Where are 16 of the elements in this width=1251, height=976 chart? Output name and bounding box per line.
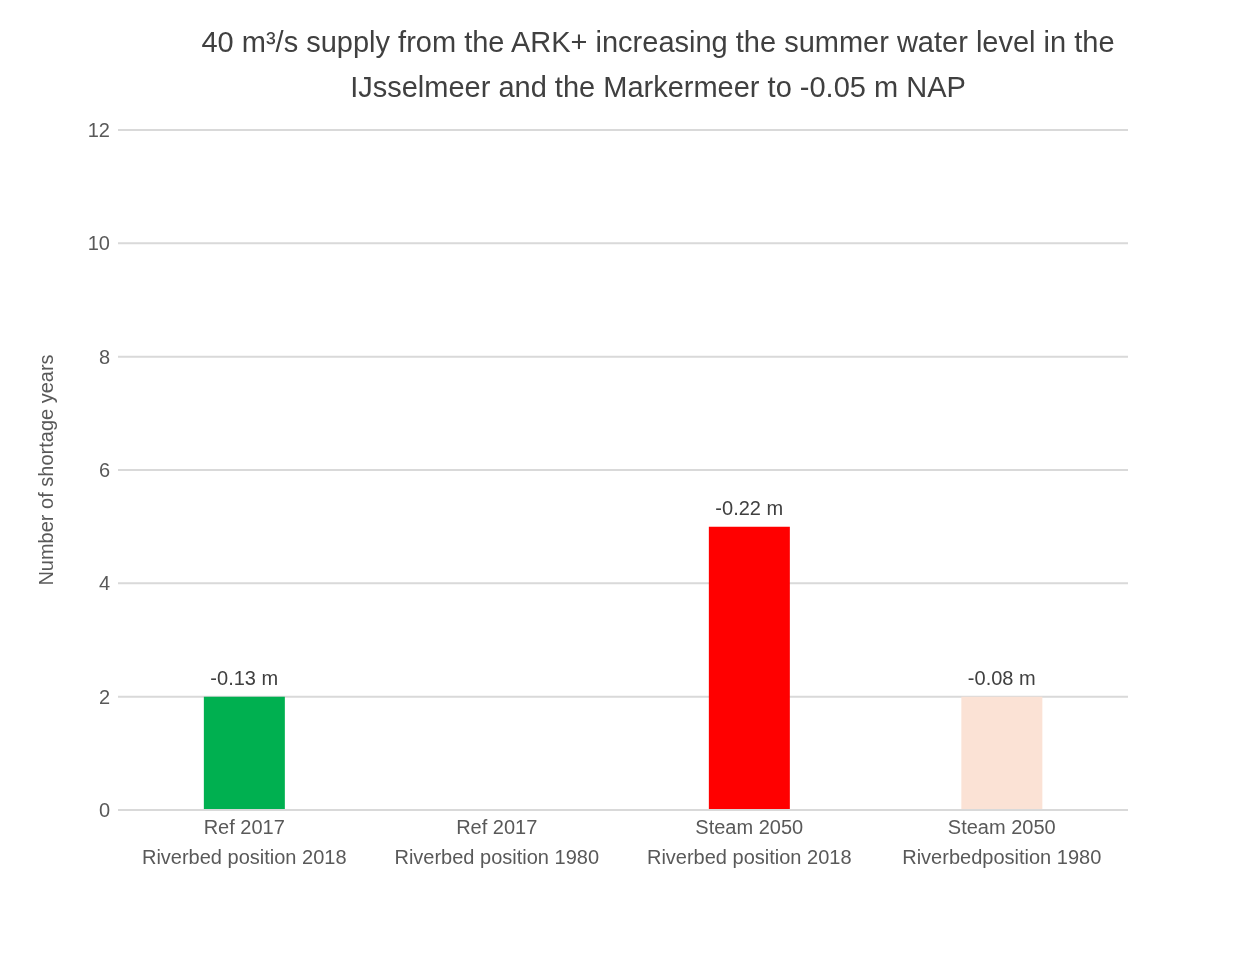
annotation: -0.08 m: [967, 666, 1036, 689]
y-tick-label: 6: [98, 459, 110, 482]
y-tick-label: 0: [98, 799, 110, 822]
y-tick-label: 10: [87, 232, 110, 255]
annotation: -0.22 m: [715, 496, 784, 519]
x-tick-label: Steam 2050 Riverbedposition 1980: [902, 816, 1102, 868]
chart-title: 40 m³/s supply from the ARK+ increasing the summer water level in the IJsselmeer and the Markermeer to -0.05 m NAP: [200, 25, 1116, 105]
y-axis-title: Number of shortage years: [35, 354, 58, 586]
x-tick-label: Steam 2050 Riverbed position 2018: [646, 816, 852, 868]
annotation: -0.13 m: [210, 666, 279, 689]
y-tick-label: 4: [98, 572, 110, 595]
y-tick-label: 12: [87, 119, 110, 142]
x-tick-label: Ref 2017 Riverbed position 1980: [394, 816, 600, 868]
y-tick-label: 2: [98, 685, 110, 708]
x-tick-label: Ref 2017 Riverbed position 2018: [141, 816, 347, 868]
y-tick-label: 8: [98, 345, 110, 368]
